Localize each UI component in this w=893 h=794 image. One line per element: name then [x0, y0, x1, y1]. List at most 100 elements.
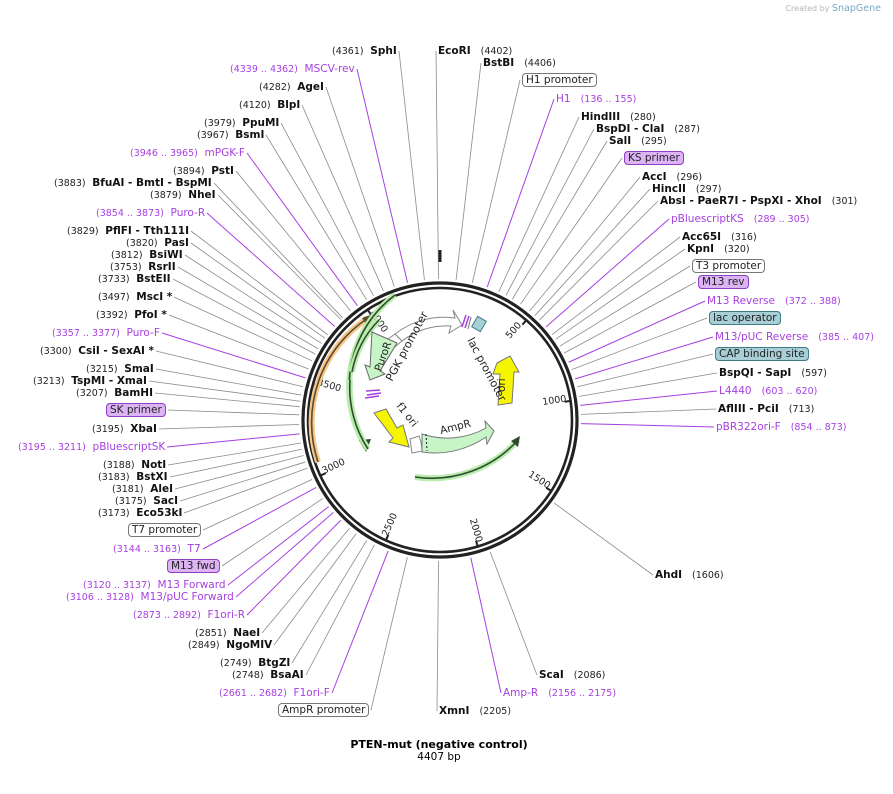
m13-fwd-box[interactable]: M13 fwd — [167, 559, 220, 573]
label-tspmi[interactable]: (3213) TspMI - XmaI — [33, 375, 147, 388]
label-pbluescriptks[interactable]: pBluescriptKS (289 .. 305) — [671, 213, 810, 226]
label-m13-forward[interactable]: (3120 .. 3137) M13 Forward — [83, 579, 226, 592]
label-pasi[interactable]: (3820) PasI — [126, 237, 189, 250]
label-ahdi[interactable]: AhdI (1606) — [655, 569, 724, 582]
puro-f-name: Puro-F — [126, 327, 160, 339]
label-rsrii[interactable]: (3753) RsrII — [110, 261, 176, 274]
label-noti[interactable]: (3188) NotI — [103, 459, 166, 472]
leader-line-kpni — [555, 248, 686, 340]
tspmi-position: (3213) — [33, 376, 65, 387]
label-scai[interactable]: ScaI (2086) — [539, 669, 605, 682]
label-sphi[interactable]: (4361) SphI — [332, 45, 397, 58]
leader-line-sali — [512, 140, 608, 300]
label-pbluescriptsk[interactable]: (3195 .. 3211) pBluescriptSK — [18, 441, 165, 454]
label-bspdi[interactable]: BspDI - ClaI (287) — [596, 123, 700, 136]
label-naei[interactable]: (2851) NaeI — [195, 627, 260, 640]
cap-binding-site-box[interactable]: CAP binding site — [715, 347, 809, 361]
label-blpi[interactable]: (4120) BlpI — [239, 99, 300, 112]
label-lac-operator[interactable]: lac operator — [709, 311, 781, 325]
label-m13-reverse[interactable]: M13 Reverse (372 .. 388) — [707, 295, 841, 308]
label-kpni[interactable]: KpnI (320) — [687, 243, 750, 256]
label-h1-promoter[interactable]: H1 promoter — [522, 73, 597, 87]
label-xbai[interactable]: (3195) XbaI — [92, 423, 157, 436]
psti-position: (3894) — [173, 166, 205, 177]
label-f1ori-f[interactable]: (2661 .. 2682) F1ori-F — [219, 687, 330, 700]
label-ampr-promoter[interactable]: AmpR promoter — [278, 703, 370, 717]
lac-operator-box[interactable]: lac operator — [709, 311, 781, 325]
btgzi-position: (2749) — [220, 658, 252, 669]
label-bamhi[interactable]: (3207) BamHI — [76, 387, 153, 400]
label-ecori[interactable]: EcoRI (4402) — [438, 45, 512, 58]
m13-rev-box[interactable]: M13 rev — [698, 275, 749, 289]
label-t7-promoter[interactable]: T7 promoter — [128, 523, 202, 537]
label-ks-primer[interactable]: KS primer — [624, 151, 684, 165]
t7-promoter-box[interactable]: T7 promoter — [128, 523, 202, 537]
label-l4440[interactable]: L4440 (603 .. 620) — [719, 385, 817, 398]
label-pfoi[interactable]: (3392) PfoI * — [96, 309, 167, 322]
tspmi-name: TspMI - XmaI — [71, 375, 147, 387]
ecori-name: EcoRI — [438, 45, 471, 57]
label-acci[interactable]: AccI (296) — [642, 171, 702, 184]
ahdi-position: (1606) — [692, 570, 724, 581]
label-xmni[interactable]: XmnI (2205) — [439, 705, 511, 718]
label-nhei[interactable]: (3879) NheI — [150, 189, 216, 202]
label-pbr322ori-f[interactable]: pBR322ori-F (854 .. 873) — [716, 421, 846, 434]
label-ngomiv[interactable]: (2849) NgoMIV — [188, 639, 272, 652]
label-m13-fwd[interactable]: M13 fwd — [167, 559, 220, 573]
label-f1ori-r[interactable]: (2873 .. 2892) F1ori-R — [133, 609, 245, 622]
label-sali[interactable]: SalI (295) — [609, 135, 667, 148]
label-agei[interactable]: (4282) AgeI — [259, 81, 324, 94]
label-bsteii[interactable]: (3733) BstEII — [98, 273, 171, 286]
label-smai[interactable]: (3215) SmaI — [86, 363, 154, 376]
label-psti[interactable]: (3894) PstI — [173, 165, 234, 178]
label-pflfi[interactable]: (3829) PflFI - Tth111I — [67, 225, 189, 238]
h1-promoter-box[interactable]: H1 promoter — [522, 73, 597, 87]
label-h1[interactable]: H1 (136 .. 155) — [556, 93, 636, 106]
tick-label: 500 — [504, 320, 524, 341]
ampr-promoter-box[interactable]: AmpR promoter — [278, 703, 370, 717]
label-bsaai[interactable]: (2748) BsaAI — [232, 669, 304, 682]
label-csii[interactable]: (3300) CsiI - SexAI * — [40, 345, 154, 358]
label-acc65i[interactable]: Acc65I (316) — [682, 231, 757, 244]
tick-mark — [564, 399, 572, 403]
tick-mark — [521, 318, 528, 326]
label-mpgk-f[interactable]: (3946 .. 3965) mPGK-F — [130, 147, 245, 160]
label-absi[interactable]: AbsI - PaeR7I - PspXI - XhoI (301) — [660, 195, 857, 208]
label-bsiwi[interactable]: (3812) BsiWI — [111, 249, 183, 262]
label-t7[interactable]: (3144 .. 3163) T7 — [113, 543, 201, 556]
label-bstbi[interactable]: BstBI (4406) — [483, 57, 556, 70]
label-btgzi[interactable]: (2749) BtgZI — [220, 657, 290, 670]
label-saci[interactable]: (3175) SacI — [115, 495, 178, 508]
label-m13puc-forward[interactable]: (3106 .. 3128) M13/pUC Forward — [66, 591, 234, 604]
label-mscv-rev[interactable]: (4339 .. 4362) MSCV-rev — [230, 63, 355, 76]
label-ppumi[interactable]: (3979) PpuMI — [204, 117, 279, 130]
leader-line-ahdi — [553, 502, 654, 576]
label-msci[interactable]: (3497) MscI * — [98, 291, 172, 304]
ks-primer-box[interactable]: KS primer — [624, 151, 684, 165]
sk-primer-box[interactable]: SK primer — [106, 403, 166, 417]
label-aflIII[interactable]: AflIII - PciI (713) — [718, 403, 814, 416]
label-hindiii[interactable]: HindIII (280) — [581, 111, 656, 124]
label-hincii[interactable]: HincII (297) — [652, 183, 721, 196]
label-puro-f[interactable]: (3357 .. 3377) Puro-F — [52, 327, 160, 340]
l4440-position: (603 .. 620) — [761, 386, 818, 397]
blpi-name: BlpI — [277, 99, 301, 111]
label-bsmi[interactable]: (3967) BsmI — [197, 129, 264, 142]
label-puro-r[interactable]: (3854 .. 3873) Puro-R — [96, 207, 205, 220]
label-eco53ki[interactable]: (3173) Eco53kI — [98, 507, 182, 520]
label-bfuai[interactable]: (3883) BfuAI - BmtI - BspMI — [54, 177, 212, 190]
label-bspqi[interactable]: BspQI - SapI (597) — [719, 367, 827, 380]
eco53ki-name: Eco53kI — [136, 507, 183, 519]
bsiwi-position: (3812) — [111, 250, 143, 261]
label-m13-rev[interactable]: M13 rev — [698, 275, 749, 289]
label-bstxi[interactable]: (3183) BstXI — [98, 471, 168, 484]
f1ori-f-position: (2661 .. 2682) — [219, 688, 287, 699]
label-t3-promoter[interactable]: T3 promoter — [692, 259, 766, 273]
label-sk-primer[interactable]: SK primer — [106, 403, 166, 417]
absi-position: (301) — [831, 196, 858, 207]
label-amp-r[interactable]: Amp-R (2156 .. 2175) — [503, 687, 616, 700]
label-cap-binding-site[interactable]: CAP binding site — [715, 347, 809, 361]
label-alei[interactable]: (3181) AleI — [112, 483, 173, 496]
t3-promoter-box[interactable]: T3 promoter — [692, 259, 766, 273]
label-m13puc-reverse[interactable]: M13/pUC Reverse (385 .. 407) — [715, 331, 874, 344]
